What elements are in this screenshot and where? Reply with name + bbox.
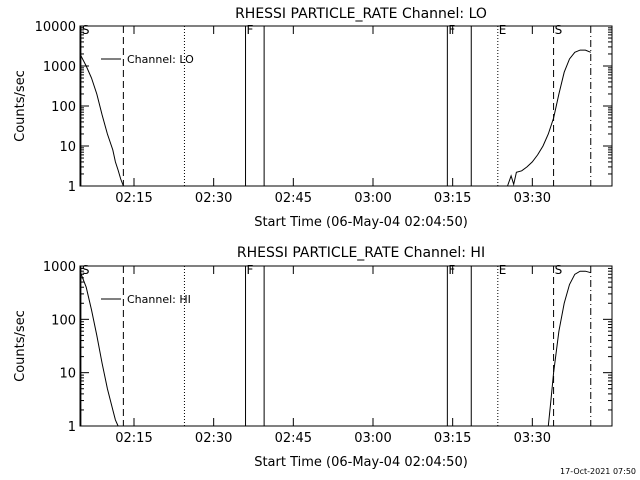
y-tick-label: 1: [68, 420, 76, 435]
legend-label: Channel: HI: [127, 293, 191, 306]
x-axis-label: Start Time (06-May-04 02:04:50): [254, 215, 468, 230]
event-marker-label: E: [499, 263, 507, 277]
series-line-1: [79, 271, 119, 427]
y-tick-label: 1: [68, 180, 76, 195]
x-tick-label: 02:15: [115, 431, 152, 446]
event-marker-label: F: [448, 263, 455, 277]
series-line-2: [547, 270, 591, 427]
y-tick-label: 100: [51, 313, 76, 328]
chart-title: RHESSI PARTICLE_RATE Channel: HI: [237, 245, 485, 261]
event-marker-label: S: [82, 23, 90, 37]
event-marker-label: F: [448, 23, 455, 37]
event-marker-label: F: [247, 263, 254, 277]
panel-hi: RHESSI PARTICLE_RATE Channel: HI Start Ti…: [13, 245, 613, 470]
y-axis-label: Counts/sec: [13, 310, 28, 382]
event-marker-label: S: [555, 263, 563, 277]
x-tick-label: 03:30: [514, 431, 551, 446]
series-line-1: [79, 53, 124, 187]
event-marker-label: E: [499, 23, 507, 37]
x-tick-label: 02:45: [275, 191, 312, 206]
y-tick-label: 10: [59, 140, 76, 155]
event-marker-label: S: [555, 23, 563, 37]
y-tick-label: 100: [51, 100, 76, 115]
x-axis-label: Start Time (06-May-04 02:04:50): [254, 455, 468, 470]
panel-lo: RHESSI PARTICLE_RATE Channel: LO Start Ti…: [13, 6, 613, 230]
y-tick-label: 10000: [35, 20, 76, 35]
series-line-2: [507, 49, 591, 187]
x-tick-label: 02:30: [195, 191, 232, 206]
legend-label: Channel: LO: [127, 53, 194, 66]
event-marker-label: F: [247, 23, 254, 37]
y-tick-label: 1000: [43, 60, 76, 75]
x-tick-label: 02:45: [275, 431, 312, 446]
x-tick-label: 03:00: [354, 431, 391, 446]
x-tick-label: 02:15: [115, 191, 152, 206]
plot-frame: [79, 265, 613, 427]
y-tick-label: 1000: [43, 260, 76, 275]
x-tick-label: 03:00: [354, 191, 391, 206]
chart-title: RHESSI PARTICLE_RATE Channel: LO: [235, 6, 487, 22]
x-tick-label: 03:15: [434, 191, 471, 206]
x-tick-label: 03:15: [434, 431, 471, 446]
y-tick-label: 10: [59, 367, 76, 382]
y-axis-label: Counts/sec: [13, 70, 28, 142]
footer-timestamp: 17-Oct-2021 07:50: [560, 467, 636, 476]
event-marker-label: S: [82, 263, 90, 277]
x-tick-label: 02:30: [195, 431, 232, 446]
x-tick-label: 03:30: [514, 191, 551, 206]
